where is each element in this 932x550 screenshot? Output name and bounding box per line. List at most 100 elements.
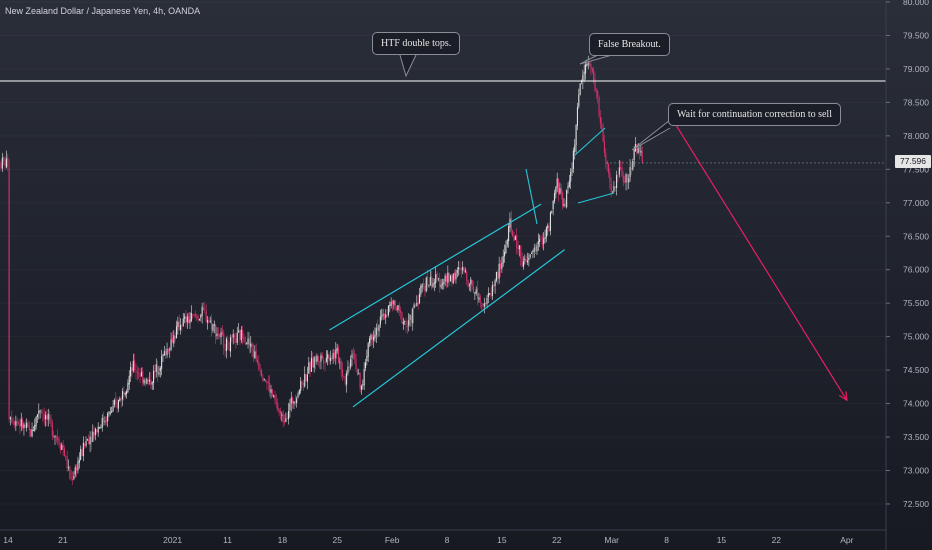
candle-body: [605, 153, 607, 161]
candle-body: [46, 415, 48, 420]
candle-body: [491, 285, 493, 296]
candle-body: [3, 157, 5, 161]
candle-body: [74, 467, 76, 475]
candle-body: [599, 117, 601, 124]
candle-body: [396, 307, 398, 311]
candle-body: [373, 336, 375, 341]
candle-body: [427, 276, 429, 286]
callout-false-breakout[interactable]: False Breakout.: [589, 33, 670, 56]
candle-body: [116, 402, 118, 409]
candle-body: [450, 275, 452, 282]
candle-body: [416, 302, 418, 306]
candle-body: [27, 422, 29, 428]
candle-body: [180, 325, 182, 331]
candle-body: [421, 284, 423, 288]
candle-body: [5, 158, 7, 168]
candle-body: [205, 311, 207, 322]
candle-body: [70, 477, 72, 479]
candle-body: [360, 385, 362, 390]
candle-body: [94, 428, 97, 435]
candle-body: [425, 277, 427, 292]
candle-body: [73, 475, 75, 480]
candle-body: [219, 333, 221, 337]
candle-body: [224, 348, 226, 351]
candle-body: [305, 374, 307, 381]
candle-body: [624, 181, 626, 183]
candle-body: [547, 225, 549, 228]
candle-body: [42, 413, 44, 415]
candle-body: [9, 417, 11, 420]
candle-body: [402, 321, 404, 325]
candle-body: [493, 284, 495, 287]
candle-body: [93, 431, 95, 437]
candle-body: [273, 395, 275, 398]
channel-upper-line[interactable]: [329, 203, 542, 331]
candle-body: [254, 351, 256, 358]
time-tick-label: Apr: [840, 535, 853, 545]
candle-body: [248, 339, 250, 346]
candle-body: [549, 212, 551, 231]
candle-body: [7, 157, 9, 167]
candle-body: [548, 226, 550, 232]
candle-body: [130, 366, 132, 377]
candle-body: [593, 70, 595, 80]
time-tick-label: 22: [772, 535, 782, 545]
candle-body: [58, 439, 60, 445]
candle-body: [282, 413, 284, 423]
candle-body: [632, 160, 634, 170]
time-tick-label: 15: [717, 535, 727, 545]
candle-body: [571, 169, 573, 173]
time-tick-label: 11: [223, 535, 232, 545]
candle-body: [158, 372, 160, 375]
wedge-upper-line[interactable]: [574, 127, 606, 156]
candle-body: [100, 427, 102, 429]
candle-body: [381, 315, 383, 317]
candle-body: [603, 141, 605, 154]
candle-body: [85, 441, 87, 446]
candle-body: [379, 316, 381, 325]
candle-body: [63, 448, 65, 457]
time-axis[interactable]: 14 21 2021 11 18 25 Feb 8 15 22 Mar 8 15 22 Apr: [0, 529, 886, 545]
candle-body: [117, 400, 119, 409]
candle-body: [50, 417, 52, 424]
candle-body: [417, 301, 419, 305]
candle-body: [578, 94, 580, 107]
candle-body: [331, 358, 333, 360]
candle-body: [263, 379, 265, 381]
candle-body: [433, 282, 435, 285]
candle-body: [258, 362, 260, 370]
candle-body: [410, 315, 412, 324]
candle-body: [182, 318, 184, 326]
price-axis[interactable]: 80.000 79.500 79.000 78.500 78.000 77.500 77.0…: [885, 0, 929, 550]
callout-pointer-double-tops: [399, 54, 417, 78]
candle-body: [77, 461, 79, 471]
candle-body: [286, 417, 288, 419]
callout-wait-correction[interactable]: Wait for continuation correction to sell: [668, 103, 841, 126]
candle-body: [301, 381, 303, 384]
candle-body: [536, 245, 538, 252]
candle-body: [13, 421, 16, 425]
candle-body: [597, 90, 599, 97]
candle-body: [506, 239, 508, 245]
candle-body: [252, 349, 254, 357]
candle-body: [211, 319, 213, 330]
callout-pointer-false-breakout: [579, 54, 613, 65]
candle-body: [444, 275, 446, 282]
candle-body: [479, 296, 481, 303]
sell-arrow-line[interactable]: [673, 122, 848, 401]
candle-body: [495, 272, 497, 281]
callout-double-tops[interactable]: HTF double tops.: [372, 32, 461, 55]
wedge-lower-line[interactable]: [577, 192, 615, 204]
candle-body: [628, 178, 630, 183]
candle-body: [128, 375, 130, 385]
price-tick-label: 78.500: [903, 97, 929, 107]
candle-body: [238, 330, 240, 333]
candle-body: [321, 354, 323, 359]
flag-line-left[interactable]: [525, 168, 538, 225]
candle-body: [412, 308, 414, 324]
price-tick-label: 78.000: [903, 131, 929, 141]
candle-body: [532, 250, 534, 253]
channel-lower-line[interactable]: [352, 249, 565, 408]
candle-body: [184, 316, 186, 319]
